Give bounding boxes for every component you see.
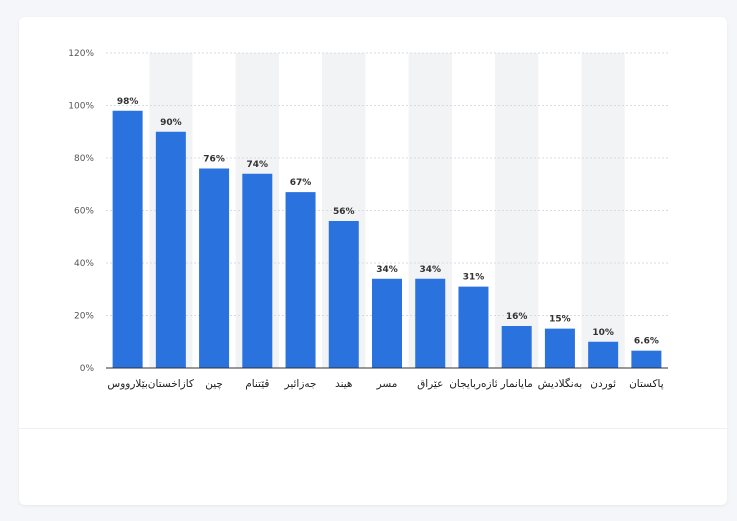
y-tick-label: 20% [74, 312, 94, 322]
bar[interactable] [155, 131, 186, 368]
bar[interactable] [501, 326, 532, 368]
x-tick-label: عێراق [417, 378, 443, 390]
bars [112, 110, 662, 369]
bar[interactable] [458, 286, 489, 368]
bar[interactable] [328, 221, 359, 368]
bar[interactable] [112, 110, 143, 368]
x-tick-label: بێلارووس [107, 378, 147, 390]
data-label: 76% [203, 155, 225, 165]
bar[interactable] [242, 173, 273, 368]
x-axis: بێلارووس کازاخستان چین ڤێتنام جەزائیر هیند مسر… [106, 367, 668, 390]
y-axis: 0% 20% 40% 60% 80% 100% 120% [68, 49, 94, 374]
y-tick-label: 80% [74, 154, 94, 164]
x-tick-label: جەزائیر [284, 378, 317, 390]
x-tick-label: کازاخستان [148, 378, 194, 390]
data-label: 16% [506, 312, 528, 322]
data-label: 98% [117, 97, 139, 107]
bar[interactable] [372, 278, 402, 368]
bar[interactable] [588, 341, 619, 368]
bar[interactable] [544, 328, 575, 368]
x-tick-label: ئازەربایجان [449, 378, 498, 390]
x-tick-label: مایانمار [500, 378, 533, 390]
y-tick-label: 120% [68, 49, 94, 59]
data-label: 34% [419, 265, 441, 275]
data-label: 56% [333, 207, 355, 217]
data-label: 90% [160, 118, 182, 128]
card-divider [19, 428, 727, 429]
x-tick-label: بەنگلادیش [538, 377, 583, 390]
data-label: 10% [592, 328, 614, 338]
y-tick-label: 60% [74, 207, 94, 217]
bar[interactable] [415, 278, 446, 368]
data-label: 74% [247, 160, 269, 170]
y-tick-label: 100% [68, 102, 94, 112]
value-labels: 98% 90% 76% 74% 67% 56% 34% 34% 31% 16% 15% 10% 6.6% [117, 97, 659, 347]
bar[interactable] [199, 168, 230, 369]
data-label: 31% [463, 273, 485, 283]
bar[interactable] [285, 192, 316, 368]
data-label: 6.6% [634, 337, 659, 347]
data-label: 67% [290, 178, 312, 188]
x-tick-label: ڤێتنام [245, 378, 269, 390]
y-tick-label: 40% [74, 259, 94, 269]
x-tick-label: پاکستان [629, 378, 664, 390]
bar[interactable] [631, 350, 662, 368]
x-tick-label: ئوردن [590, 378, 616, 390]
x-tick-label: مسر [376, 378, 398, 390]
data-label: 34% [376, 265, 398, 275]
x-tick-label: هیند [335, 378, 352, 390]
x-tick-label: چین [205, 378, 223, 390]
y-tick-label: 0% [80, 364, 95, 374]
data-label: 15% [549, 315, 571, 325]
